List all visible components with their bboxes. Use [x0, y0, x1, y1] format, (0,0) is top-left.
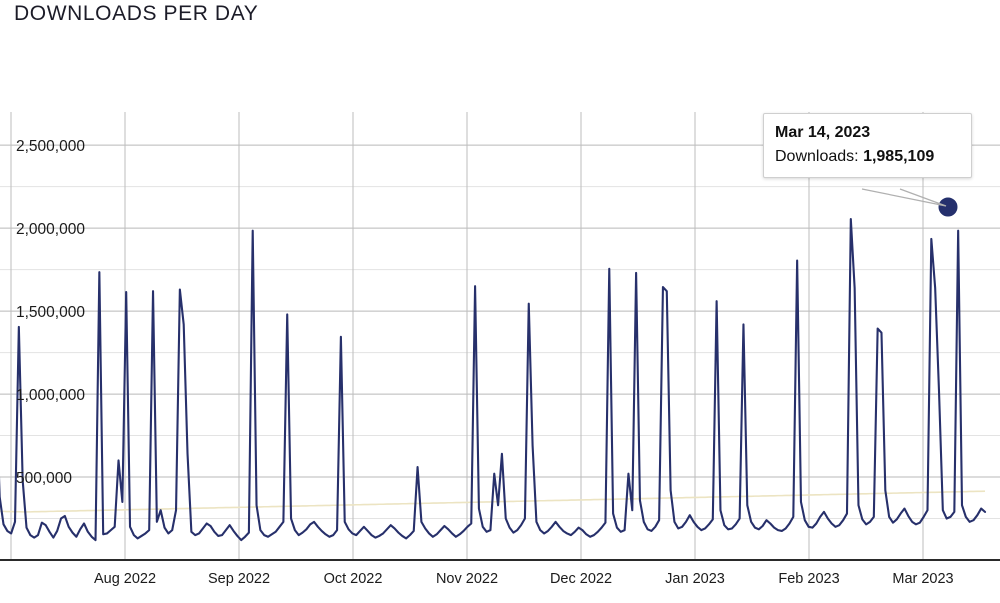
- chart-tooltip[interactable]: Mar 14, 2023 Downloads: 1,985,109: [763, 113, 972, 179]
- x-tick-label: Dec 2022: [550, 571, 612, 587]
- tooltip-date: Mar 14, 2023: [775, 124, 871, 141]
- x-tick-label: Mar 2023: [892, 571, 953, 587]
- y-tick-label: 2,500,000: [16, 138, 85, 155]
- y-axis-tick-labels: 500,000 1,000,000 1,500,000 2,000,000 2,500,…: [16, 138, 85, 487]
- x-tick-label: Sep 2022: [208, 571, 270, 587]
- x-tick-label: Nov 2022: [436, 571, 498, 587]
- x-tick-label: Jan 2023: [665, 571, 725, 587]
- page-title: DOWNLOADS PER DAY: [14, 2, 259, 25]
- x-tick-label: Oct 2022: [324, 571, 383, 587]
- highlighted-data-point[interactable]: [938, 197, 958, 217]
- x-axis-tick-labels: Aug 2022 Sep 2022 Oct 2022 Nov 2022 Dec 2022…: [94, 571, 954, 587]
- x-tick-label: Feb 2023: [778, 571, 839, 587]
- tooltip-metric-value: 1,985,109: [863, 147, 935, 165]
- tooltip-metric-label: Downloads:: [775, 147, 859, 165]
- x-tick-label: Aug 2022: [94, 571, 156, 587]
- y-tick-label: 2,000,000: [16, 221, 85, 238]
- y-tick-label: 1,500,000: [16, 304, 85, 321]
- tooltip-metric-row: Downloads: 1,985,109: [775, 146, 960, 168]
- y-tick-label: 1,000,000: [16, 387, 85, 404]
- minor-gridlines: [0, 186, 1000, 520]
- y-tick-label: 500,000: [16, 470, 72, 487]
- downloads-series-line[interactable]: [0, 217, 987, 542]
- vertical-gridlines: [10, 112, 924, 560]
